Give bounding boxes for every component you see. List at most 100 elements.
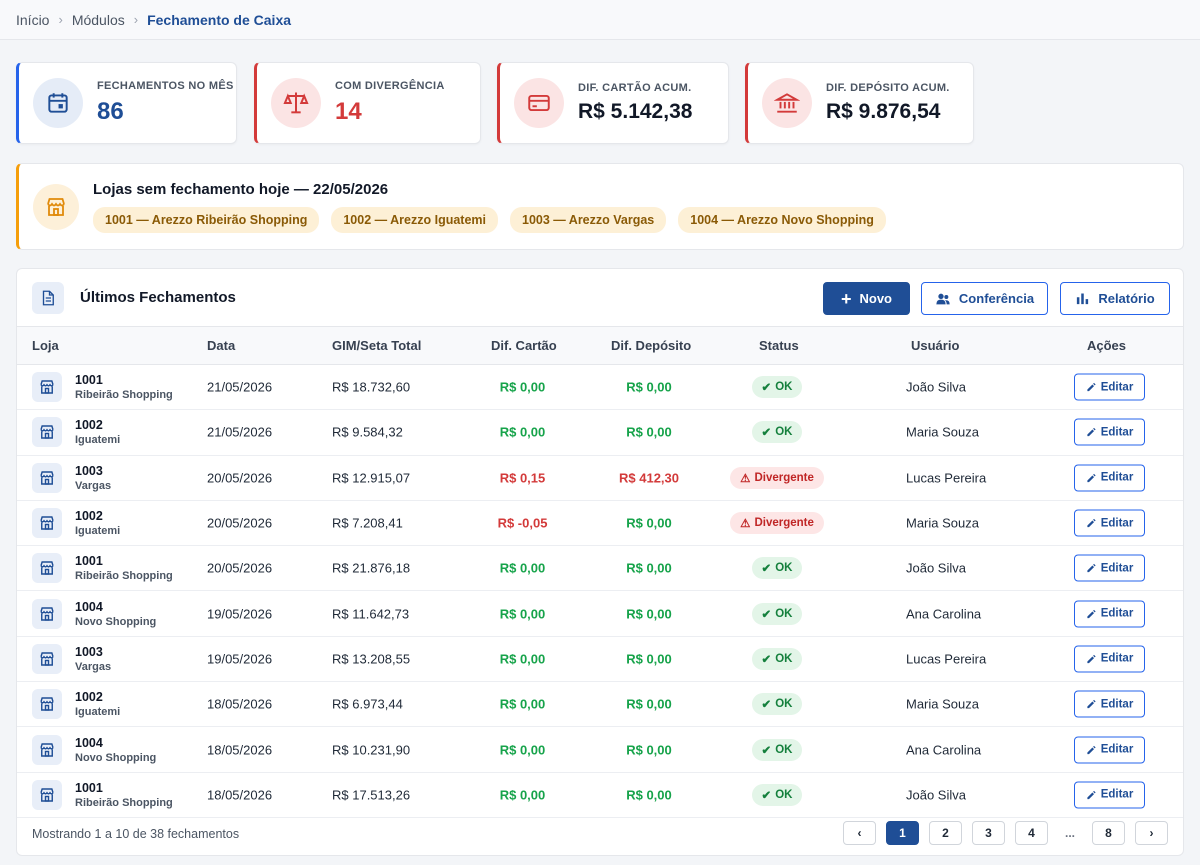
status-badge: ✔ OK [751,557,803,580]
edit-button[interactable]: Editar [1074,781,1145,809]
total-cell: R$ 18.732,60 [332,379,411,395]
check-button[interactable]: Conferência [921,282,1048,315]
check-icon: ✔ [761,653,772,666]
card-diff-cell: R$ 0,00 [499,560,546,576]
status-cell: ✔ OK [717,602,837,625]
store-chip[interactable]: 1001 — Arezzo Ribeirão Shopping [93,206,320,233]
store-name: Ribeirão Shopping [75,570,173,583]
status-label: OK [775,788,793,801]
store-cell: 1004 Novo Shopping [75,736,156,764]
store-icon [32,372,62,403]
edit-button[interactable]: Editar [1074,736,1145,764]
store-id: 1004 [75,735,103,750]
pagination-footer: Mostrando 1 a 10 de 38 fechamentos ‹ 1 2… [17,815,1183,855]
page-button[interactable]: 8 [1092,821,1125,845]
col-user[interactable]: Usuário [911,338,960,353]
kpi-card-closings: FECHAMENTOS NO MÊS 86 [16,62,237,144]
pencil-icon [1087,654,1096,664]
date-cell: 18/05/2026 [207,787,273,803]
date-cell: 19/05/2026 [207,606,273,622]
check-icon: ✔ [761,382,772,395]
store-cell: 1002 Iguatemi [75,418,120,446]
chevron-right-icon: › [58,12,63,27]
kpi-value: 14 [335,98,362,125]
card-diff-cell: R$ 0,00 [499,379,546,395]
breadcrumb-modules[interactable]: Módulos [71,11,125,28]
closings-panel: Últimos Fechamentos + Novo Conferência R… [16,268,1184,856]
col-deposit-diff[interactable]: Dif. Depósito [611,338,692,353]
col-store[interactable]: Loja [32,338,59,353]
page-button[interactable]: 4 [1015,821,1048,845]
user-cell: Ana Carolina [906,606,982,622]
pencil-icon [1087,700,1096,709]
col-status[interactable]: Status [759,338,799,353]
status-badge: ✔ OK [751,421,803,444]
table-row: 1001 Ribeirão Shopping 20/05/2026 R$ 21.876… [17,546,1183,592]
user-cell: Maria Souza [906,424,979,440]
store-icon [32,553,62,584]
total-cell: R$ 7.208,41 [332,515,403,531]
col-total[interactable]: GIM/Seta Total [332,338,422,353]
table-row: 1002 Iguatemi 21/05/2026 R$ 9.584,32 R$ 0,00… [17,410,1183,456]
bar-chart-icon [1077,293,1089,305]
user-cell: Maria Souza [906,696,979,712]
panel-title: Últimos Fechamentos [80,289,236,306]
col-date[interactable]: Data [207,338,236,353]
store-chip[interactable]: 1003 — Arezzo Vargas [510,206,667,233]
table-row: 1003 Vargas 19/05/2026 R$ 13.208,55 R$ 0,00 R… [17,637,1183,683]
check-icon: ✔ [761,789,772,802]
edit-label: Editar [1100,471,1134,484]
store-id: 1003 [75,463,103,478]
report-button[interactable]: Relatório [1060,282,1170,315]
total-cell: R$ 17.513,26 [332,787,411,803]
user-cell: Lucas Pereira [906,470,987,486]
status-badge: ✔ OK [751,783,803,806]
edit-button[interactable]: Editar [1074,464,1145,492]
edit-button[interactable]: Editar [1074,554,1145,582]
total-cell: R$ 21.876,18 [332,560,411,576]
deposit-diff-cell: R$ 0,00 [626,424,672,440]
store-name: Vargas [75,479,112,492]
date-cell: 19/05/2026 [207,651,273,667]
breadcrumb-current: Fechamento de Caixa [147,11,292,28]
deposit-diff-cell: R$ 0,00 [626,696,672,712]
users-icon [936,293,950,304]
store-name: Iguatemi [75,525,121,538]
kpi-label: DIF. CARTÃO ACUM. [578,82,692,94]
store-chip[interactable]: 1004 — Arezzo Novo Shopping [678,206,886,233]
status-label: OK [775,698,793,711]
edit-button[interactable]: Editar [1074,645,1145,673]
missing-closings-alert: Lojas sem fechamento hoje — 22/05/2026 1… [16,163,1184,250]
store-icon [32,598,62,629]
status-label: Divergente [754,471,814,484]
pencil-icon [1087,383,1096,392]
status-cell: ✔ OK [717,557,837,580]
breadcrumb-home[interactable]: Início [16,11,50,28]
next-page-button[interactable]: › [1135,821,1168,845]
status-cell: ✔ OK [717,421,837,444]
check-icon: ✔ [761,608,772,621]
edit-button[interactable]: Editar [1074,600,1145,628]
store-id: 1001 [75,780,103,795]
card-diff-cell: R$ 0,00 [499,606,546,622]
chevron-right-icon: › [1149,826,1154,840]
check-icon: ✔ [761,699,772,712]
edit-button[interactable]: Editar [1074,509,1145,537]
new-button[interactable]: + Novo [823,282,910,315]
status-badge: ✔ OK [751,693,803,716]
col-card-diff[interactable]: Dif. Cartão [491,338,557,353]
page-button[interactable]: 3 [972,821,1005,845]
edit-label: Editar [1100,562,1134,575]
page-button[interactable]: 2 [929,821,962,845]
total-cell: R$ 10.231,90 [332,742,411,758]
page-button[interactable]: 1 [886,821,919,845]
card-diff-cell: R$ -0,05 [497,515,548,531]
deposit-diff-cell: R$ 0,00 [626,651,672,667]
status-badge: ✔ OK [751,738,803,761]
status-cell: ⚠ Divergente [717,466,837,489]
store-chip[interactable]: 1002 — Arezzo Iguatemi [331,206,498,233]
edit-button[interactable]: Editar [1074,373,1145,401]
prev-page-button[interactable]: ‹ [843,821,876,845]
edit-button[interactable]: Editar [1074,418,1145,446]
edit-button[interactable]: Editar [1074,690,1145,718]
